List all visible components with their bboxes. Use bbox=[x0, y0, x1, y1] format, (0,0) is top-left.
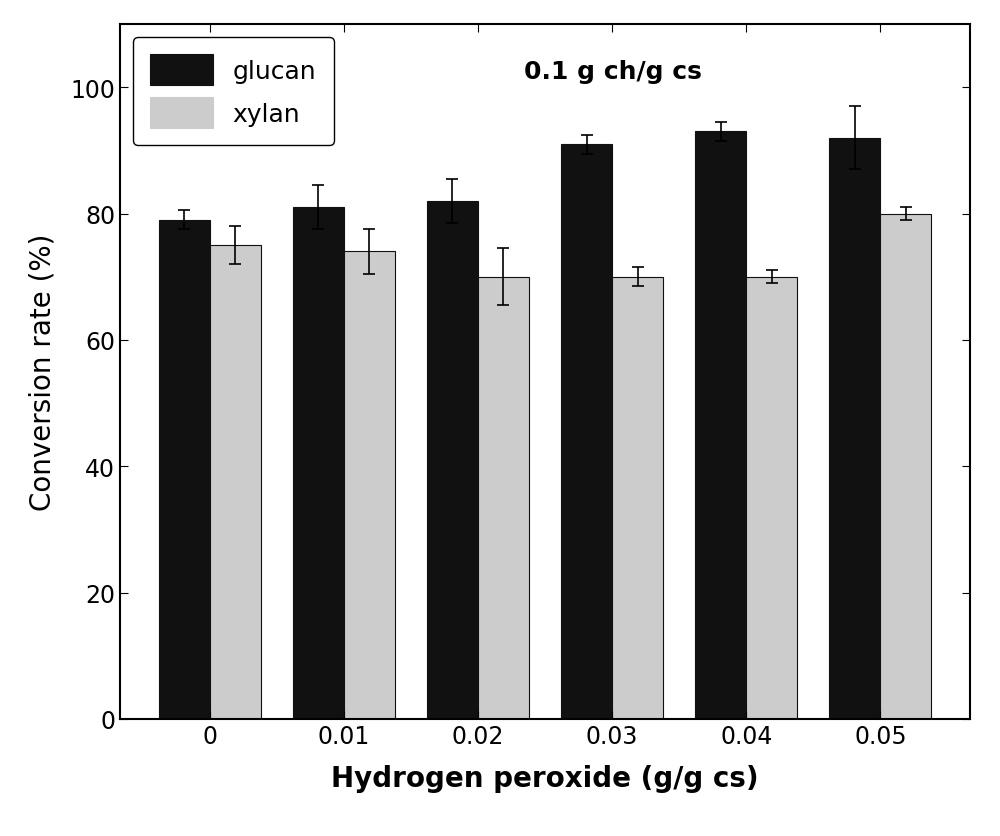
Bar bbox=[210, 246, 261, 719]
Text: a: a bbox=[137, 46, 154, 74]
Bar bbox=[293, 208, 344, 719]
Bar bbox=[427, 201, 478, 719]
Bar bbox=[829, 139, 880, 719]
Legend: glucan, xylan: glucan, xylan bbox=[132, 38, 334, 146]
Bar bbox=[344, 252, 395, 719]
Bar bbox=[561, 145, 612, 719]
Y-axis label: Conversion rate (%): Conversion rate (%) bbox=[28, 233, 56, 511]
Bar bbox=[159, 221, 210, 719]
X-axis label: Hydrogen peroxide (g/g cs): Hydrogen peroxide (g/g cs) bbox=[331, 764, 759, 793]
Bar bbox=[880, 214, 931, 719]
Bar bbox=[612, 278, 663, 719]
Bar bbox=[478, 278, 529, 719]
Bar bbox=[695, 132, 746, 719]
Bar bbox=[746, 278, 797, 719]
Text: 0.1 g ch/g cs: 0.1 g ch/g cs bbox=[524, 60, 702, 84]
